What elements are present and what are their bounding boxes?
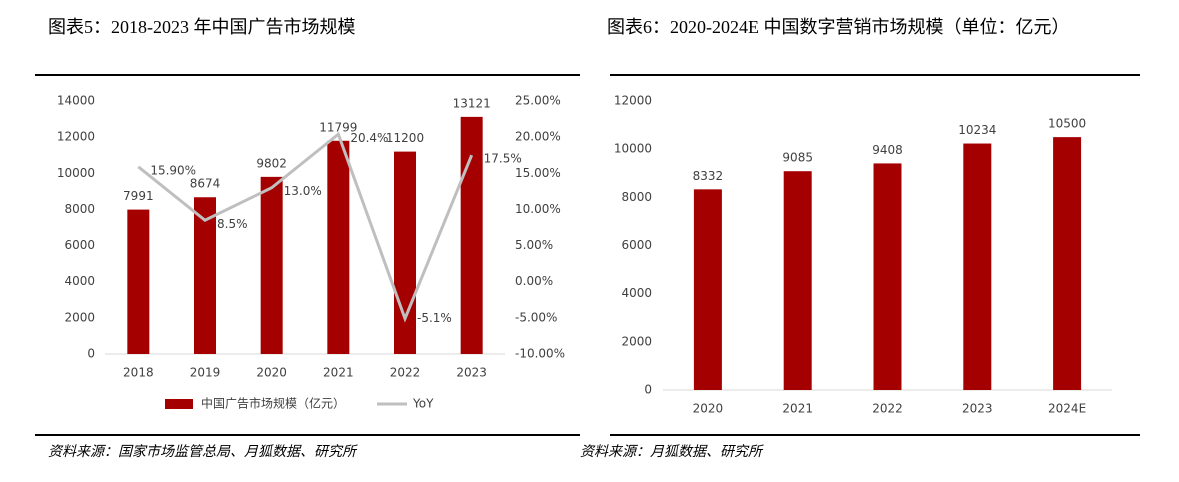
bar: [873, 163, 902, 390]
y2-tick-label: 25.00%: [515, 94, 561, 108]
y-tick-label: 2000: [621, 334, 652, 348]
bar: [1053, 137, 1082, 390]
data-label: 10234: [958, 123, 996, 137]
bar: [194, 197, 216, 354]
bar: [394, 151, 416, 354]
y-tick-label: 4000: [64, 274, 95, 288]
bar: [327, 140, 350, 354]
data-label: 10500: [1048, 117, 1086, 131]
y2-tick-label: 0.00%: [515, 274, 553, 288]
y-tick-label: 0: [644, 383, 652, 397]
data-label: 8674: [190, 177, 221, 191]
x-tick-label: 2018: [123, 366, 154, 380]
y-tick-label: 2000: [64, 310, 95, 324]
x-tick-label: 2022: [872, 402, 903, 416]
data-label: 9408: [872, 143, 903, 157]
y-tick-label: 4000: [621, 286, 652, 300]
x-tick-label: 2020: [693, 402, 724, 416]
data-label: 7991: [123, 189, 154, 203]
bar: [963, 143, 992, 390]
y-tick-label: 12000: [614, 94, 652, 108]
data-label: 9085: [782, 151, 813, 165]
data-label: 17.5%: [484, 152, 522, 166]
x-tick-label: 2023: [456, 366, 487, 380]
y-tick-label: 10000: [57, 166, 95, 180]
bar: [260, 176, 283, 354]
line: [137, 131, 474, 323]
data-label: 9802: [256, 156, 287, 170]
y2-tick-label: 5.00%: [515, 238, 553, 252]
data-label: 11799: [319, 120, 357, 134]
data-label: 8.5%: [217, 217, 248, 231]
x-tick-label: 2019: [190, 366, 221, 380]
bar: [127, 209, 150, 354]
data-label: 8332: [693, 169, 724, 183]
y-tick-label: 8000: [621, 190, 652, 204]
bar: [460, 116, 483, 354]
x-tick-label: 2023: [962, 402, 993, 416]
y-tick-label: 0: [87, 347, 95, 361]
y-tick-label: 8000: [64, 202, 95, 216]
chart-title: 图表5：2018-2023 年中国广告市场规模: [48, 17, 356, 37]
chart-title: 图表6：2020-2024E 中国数字营销市场规模（单位：亿元）: [607, 17, 1070, 37]
y-tick-label: 6000: [621, 238, 652, 252]
legend-swatch: [165, 399, 193, 409]
x-tick-label: 2021: [782, 402, 813, 416]
legend-label: 中国广告市场规模（亿元）: [201, 396, 345, 411]
y2-tick-label: 10.00%: [515, 202, 561, 216]
data-label: -5.1%: [417, 311, 452, 325]
y2-tick-label: -5.00%: [515, 310, 557, 324]
y2-tick-label: 15.00%: [515, 166, 561, 180]
data-label: 13.0%: [284, 184, 322, 198]
x-tick-label: 2022: [390, 366, 421, 380]
x-tick-label: 2024E: [1048, 402, 1086, 416]
x-tick-label: 2021: [323, 366, 354, 380]
data-label: 13121: [453, 96, 491, 110]
bar: [783, 171, 812, 390]
y-tick-label: 10000: [614, 142, 652, 156]
y2-tick-label: -10.00%: [515, 347, 565, 361]
source-note: 资料来源：国家市场监管总局、月狐数据、研究所: [48, 445, 356, 460]
y-tick-label: 6000: [64, 238, 95, 252]
y2-tick-label: 20.00%: [515, 130, 561, 144]
data-label: 15.90%: [150, 163, 196, 177]
source-note: 资料来源：月狐数据、研究所: [580, 445, 762, 460]
bar: [693, 189, 722, 390]
x-tick-label: 2020: [256, 366, 287, 380]
legend-label: YoY: [412, 397, 434, 411]
y-tick-label: 12000: [57, 130, 95, 144]
data-label: 20.4%: [350, 131, 388, 145]
data-label: 11200: [386, 131, 424, 145]
y-tick-label: 14000: [57, 94, 95, 108]
